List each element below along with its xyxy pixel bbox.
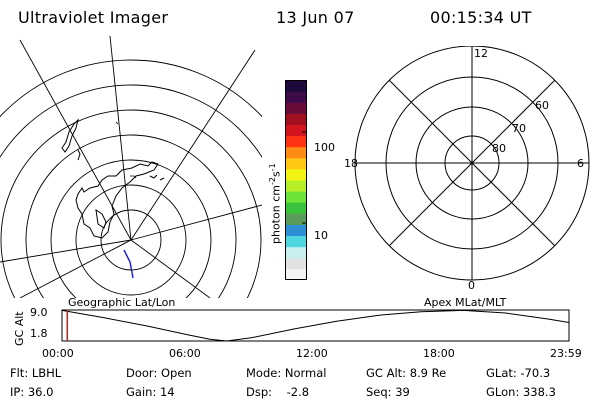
mlt-label-midnight: 0 [468, 279, 475, 292]
colorbar-swatch [285, 268, 307, 281]
meridian [0, 239, 132, 263]
time-axis-tick: 00:00 [42, 347, 74, 360]
mlat-label-60: 60 [535, 99, 549, 112]
coastline [115, 121, 137, 179]
door-readout: Door: Open [126, 366, 192, 380]
colorbar-swatch [285, 80, 307, 92]
colorbar-swatch [285, 235, 307, 248]
orbit-track [123, 249, 134, 279]
coastline [61, 118, 165, 239]
geo-projection-label: Geographic Lat/Lon [68, 296, 176, 309]
lat-circle [50, 159, 212, 298]
time-label: 00:15:34 UT [430, 8, 532, 27]
seq-readout: Seq: 39 [366, 385, 410, 399]
glat-readout: GLat: -70.3 [486, 366, 551, 380]
colorbar-swatch [285, 146, 307, 159]
time-axis-tick: 12:00 [296, 347, 328, 360]
colorbar-tick-label: 100 [314, 141, 335, 154]
altitude-ylabel: GC Alt [13, 311, 26, 346]
colorbar-swatch [285, 257, 307, 270]
gain-readout: Gain: 14 [126, 385, 175, 399]
colorbar-swatch [285, 246, 307, 259]
mlat-label-80: 80 [492, 142, 506, 155]
mlt-label-dusk: 18 [344, 157, 358, 170]
mlt-label-dawn: 6 [577, 157, 584, 170]
plot-frame [61, 309, 570, 342]
colorbar-swatch [285, 168, 307, 181]
mlt-dial [354, 46, 590, 281]
lat-circle [75, 184, 187, 296]
mlt-diagonal [388, 79, 556, 247]
colorbar-swatch [285, 191, 307, 203]
dsp-readout: Dsp: -2.8 [246, 385, 310, 399]
altitude-ytick: 1.8 [30, 327, 48, 340]
colorbar [285, 80, 307, 281]
date-label: 13 Jun 07 [276, 8, 355, 27]
glon-readout: GLon: 338.3 [486, 385, 556, 399]
gc-alt-readout: GC Alt: 8.9 Re [366, 366, 447, 380]
meridian [130, 239, 211, 298]
altitude-plot [61, 309, 570, 342]
colorbar-swatch [285, 124, 307, 137]
instrument-title: Ultraviolet Imager [18, 8, 169, 27]
geographic-map [0, 36, 262, 298]
mlt-label-noon: 12 [474, 47, 488, 60]
meridian [130, 204, 262, 241]
apex-projection-label: Apex MLat/MLT [424, 296, 507, 309]
colorbar-scale [285, 80, 307, 281]
meridian [130, 49, 256, 241]
ip-readout: IP: 36.0 [10, 385, 54, 399]
colorbar-unit-label: photon cm-2s-1 [268, 163, 283, 244]
colorbar-swatch [285, 135, 307, 148]
mode-readout: Mode: Normal [246, 366, 327, 380]
colorbar-swatch [285, 213, 307, 225]
lat-circle [0, 59, 262, 118]
colorbar-swatch [285, 91, 307, 103]
colorbar-swatch [285, 180, 307, 192]
meridian [109, 36, 132, 241]
lat-circle [0, 109, 262, 298]
colorbar-swatch [285, 224, 307, 237]
mlat-label-70: 70 [512, 122, 526, 135]
filter-readout: Flt: LBHL [10, 366, 62, 380]
lat-circle [25, 134, 237, 298]
meridian [19, 39, 132, 241]
colorbar-frame [285, 80, 307, 280]
colorbar-swatch [285, 157, 307, 170]
lat-circle [0, 84, 262, 159]
meridian [19, 239, 132, 298]
altitude-ytick: 9.0 [30, 306, 48, 319]
colorbar-swatch [285, 113, 307, 125]
colorbar-swatch [285, 202, 307, 214]
time-axis-tick: 06:00 [169, 347, 201, 360]
time-axis-tick: 23:59 [550, 347, 582, 360]
time-axis-tick: 18:00 [423, 347, 455, 360]
colorbar-swatch [285, 102, 307, 114]
colorbar-tick-label: 10 [314, 229, 328, 242]
altitude-series-line [61, 309, 570, 342]
